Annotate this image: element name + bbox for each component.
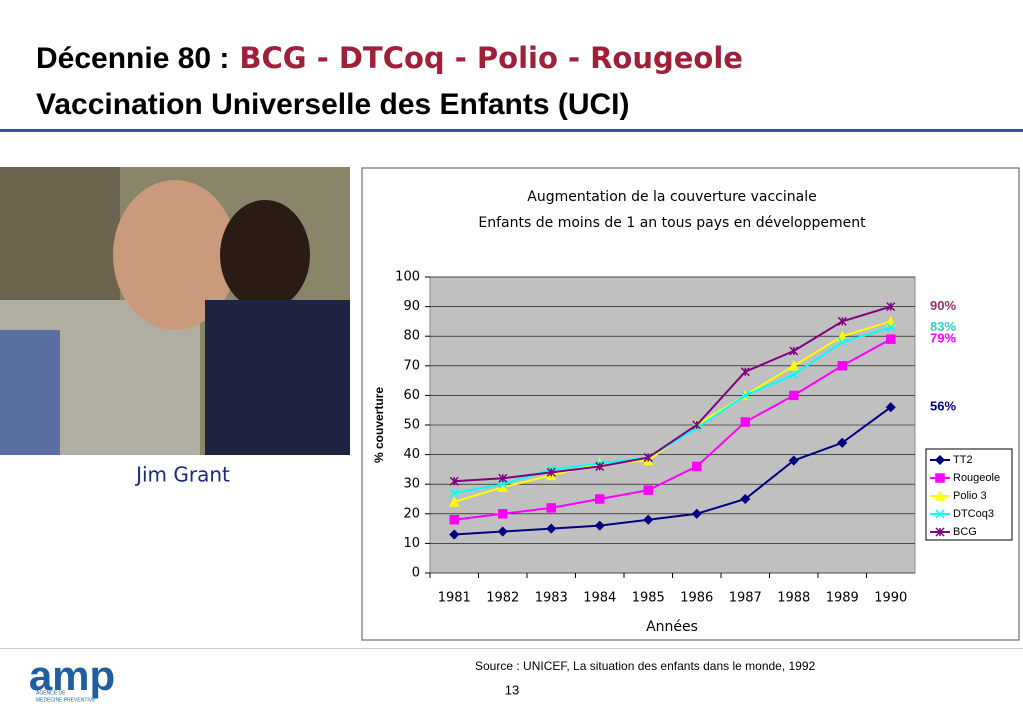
x-tick-label: 1988 <box>777 591 810 606</box>
marker <box>546 523 557 534</box>
logo: amp <box>29 652 115 699</box>
marker <box>594 520 605 531</box>
marker <box>740 367 750 377</box>
y-tick-label: 100 <box>395 270 420 285</box>
series-line <box>454 326 892 495</box>
legend-marker <box>935 509 945 519</box>
marker <box>449 514 459 525</box>
photo-caption: Jim Grant <box>134 463 230 487</box>
slide-title: Décennie 80 : BCG - DTCoq - Polio - Rouge… <box>36 41 743 75</box>
y-tick-label: 0 <box>412 566 420 581</box>
y-tick-label: 90 <box>403 299 420 314</box>
marker <box>497 526 508 537</box>
legend-label: Rougeole <box>953 472 1000 484</box>
marker <box>595 494 605 504</box>
annotation: 79% <box>930 331 956 346</box>
y-tick-label: 40 <box>403 447 420 462</box>
marker <box>886 334 896 344</box>
marker <box>449 488 459 498</box>
marker <box>886 322 896 332</box>
marker <box>740 493 751 505</box>
slide-subtitle: Vaccination Universelle des Enfants (UCI… <box>36 88 630 121</box>
marker <box>885 315 896 327</box>
marker <box>837 330 848 341</box>
marker <box>740 417 750 427</box>
annotation: 83% <box>930 319 956 334</box>
marker <box>789 346 799 356</box>
x-tick-label: 1981 <box>438 591 471 606</box>
y-tick-label: 30 <box>403 477 420 492</box>
source: Source : UNICEF, La situation des enfant… <box>475 659 816 673</box>
legend-marker <box>934 454 946 466</box>
annotation: 56% <box>930 399 956 414</box>
legend-label: TT2 <box>953 454 973 466</box>
series-line <box>454 305 892 483</box>
footer-rule <box>0 648 1023 649</box>
marker <box>788 360 799 371</box>
marker <box>789 390 799 401</box>
marker <box>643 485 653 495</box>
marker <box>789 370 799 380</box>
marker <box>498 473 508 483</box>
marker <box>691 508 702 519</box>
marker <box>643 514 654 525</box>
x-tick-label: 1989 <box>826 591 859 606</box>
marker <box>692 461 702 472</box>
series-line <box>454 406 892 536</box>
marker <box>837 337 847 347</box>
title-rule <box>0 129 1023 132</box>
marker <box>595 461 605 471</box>
marker <box>740 390 750 400</box>
title-prefix: Décennie 80 : <box>36 42 229 75</box>
legend-label: BCG <box>953 526 977 538</box>
x-tick-label: 1985 <box>632 591 665 606</box>
marker <box>449 529 460 540</box>
marker <box>643 453 653 463</box>
chart-subtitle: Enfants de moins de 1 an tous pays en dé… <box>478 215 866 231</box>
page-number: 13 <box>505 682 519 697</box>
annotation: 90% <box>930 298 956 313</box>
chart-title: Augmentation de la couverture vaccinale <box>527 189 816 205</box>
y-tick-label: 70 <box>403 358 420 373</box>
y-tick-label: 50 <box>403 418 420 433</box>
legend-marker <box>935 527 945 537</box>
x-tick-label: 1982 <box>486 591 519 606</box>
marker <box>498 509 508 519</box>
x-tick-label: 1987 <box>729 591 762 606</box>
y-tick-label: 20 <box>403 506 420 521</box>
marker <box>546 467 556 477</box>
photo <box>0 167 350 455</box>
x-tick-label: 1986 <box>680 591 713 606</box>
logo-sub: MEDECINE PREVENTIVE <box>36 697 96 703</box>
legend: TT2 Rougeole Polio 3 DTCoq3 BCG <box>925 448 1013 541</box>
series-line <box>454 338 892 521</box>
marker <box>449 476 459 486</box>
x-tick-label: 1984 <box>583 591 616 606</box>
legend-marker <box>934 490 946 501</box>
marker <box>788 455 799 466</box>
logo-sub: AGENCE DE <box>36 690 66 696</box>
marker <box>837 316 847 326</box>
marker <box>449 496 460 507</box>
marker <box>546 503 556 513</box>
marker <box>837 361 847 371</box>
title-highlight: BCG - DTCoq - Polio - Rougeole <box>239 41 743 75</box>
marker <box>886 302 896 312</box>
legend-marker <box>935 473 945 483</box>
y-tick-label: 80 <box>403 329 420 344</box>
legend-label: DTCoq3 <box>953 508 994 520</box>
marker <box>692 420 702 430</box>
y-tick-label: 10 <box>403 536 420 551</box>
y-tick-label: 60 <box>403 388 420 403</box>
x-axis-label: Années <box>646 619 698 635</box>
x-tick-label: 1990 <box>874 591 907 606</box>
y-axis-label: % couverture <box>372 387 386 463</box>
marker <box>885 402 896 413</box>
legend-label: Polio 3 <box>953 490 987 502</box>
x-tick-label: 1983 <box>535 591 568 606</box>
marker <box>837 437 848 448</box>
